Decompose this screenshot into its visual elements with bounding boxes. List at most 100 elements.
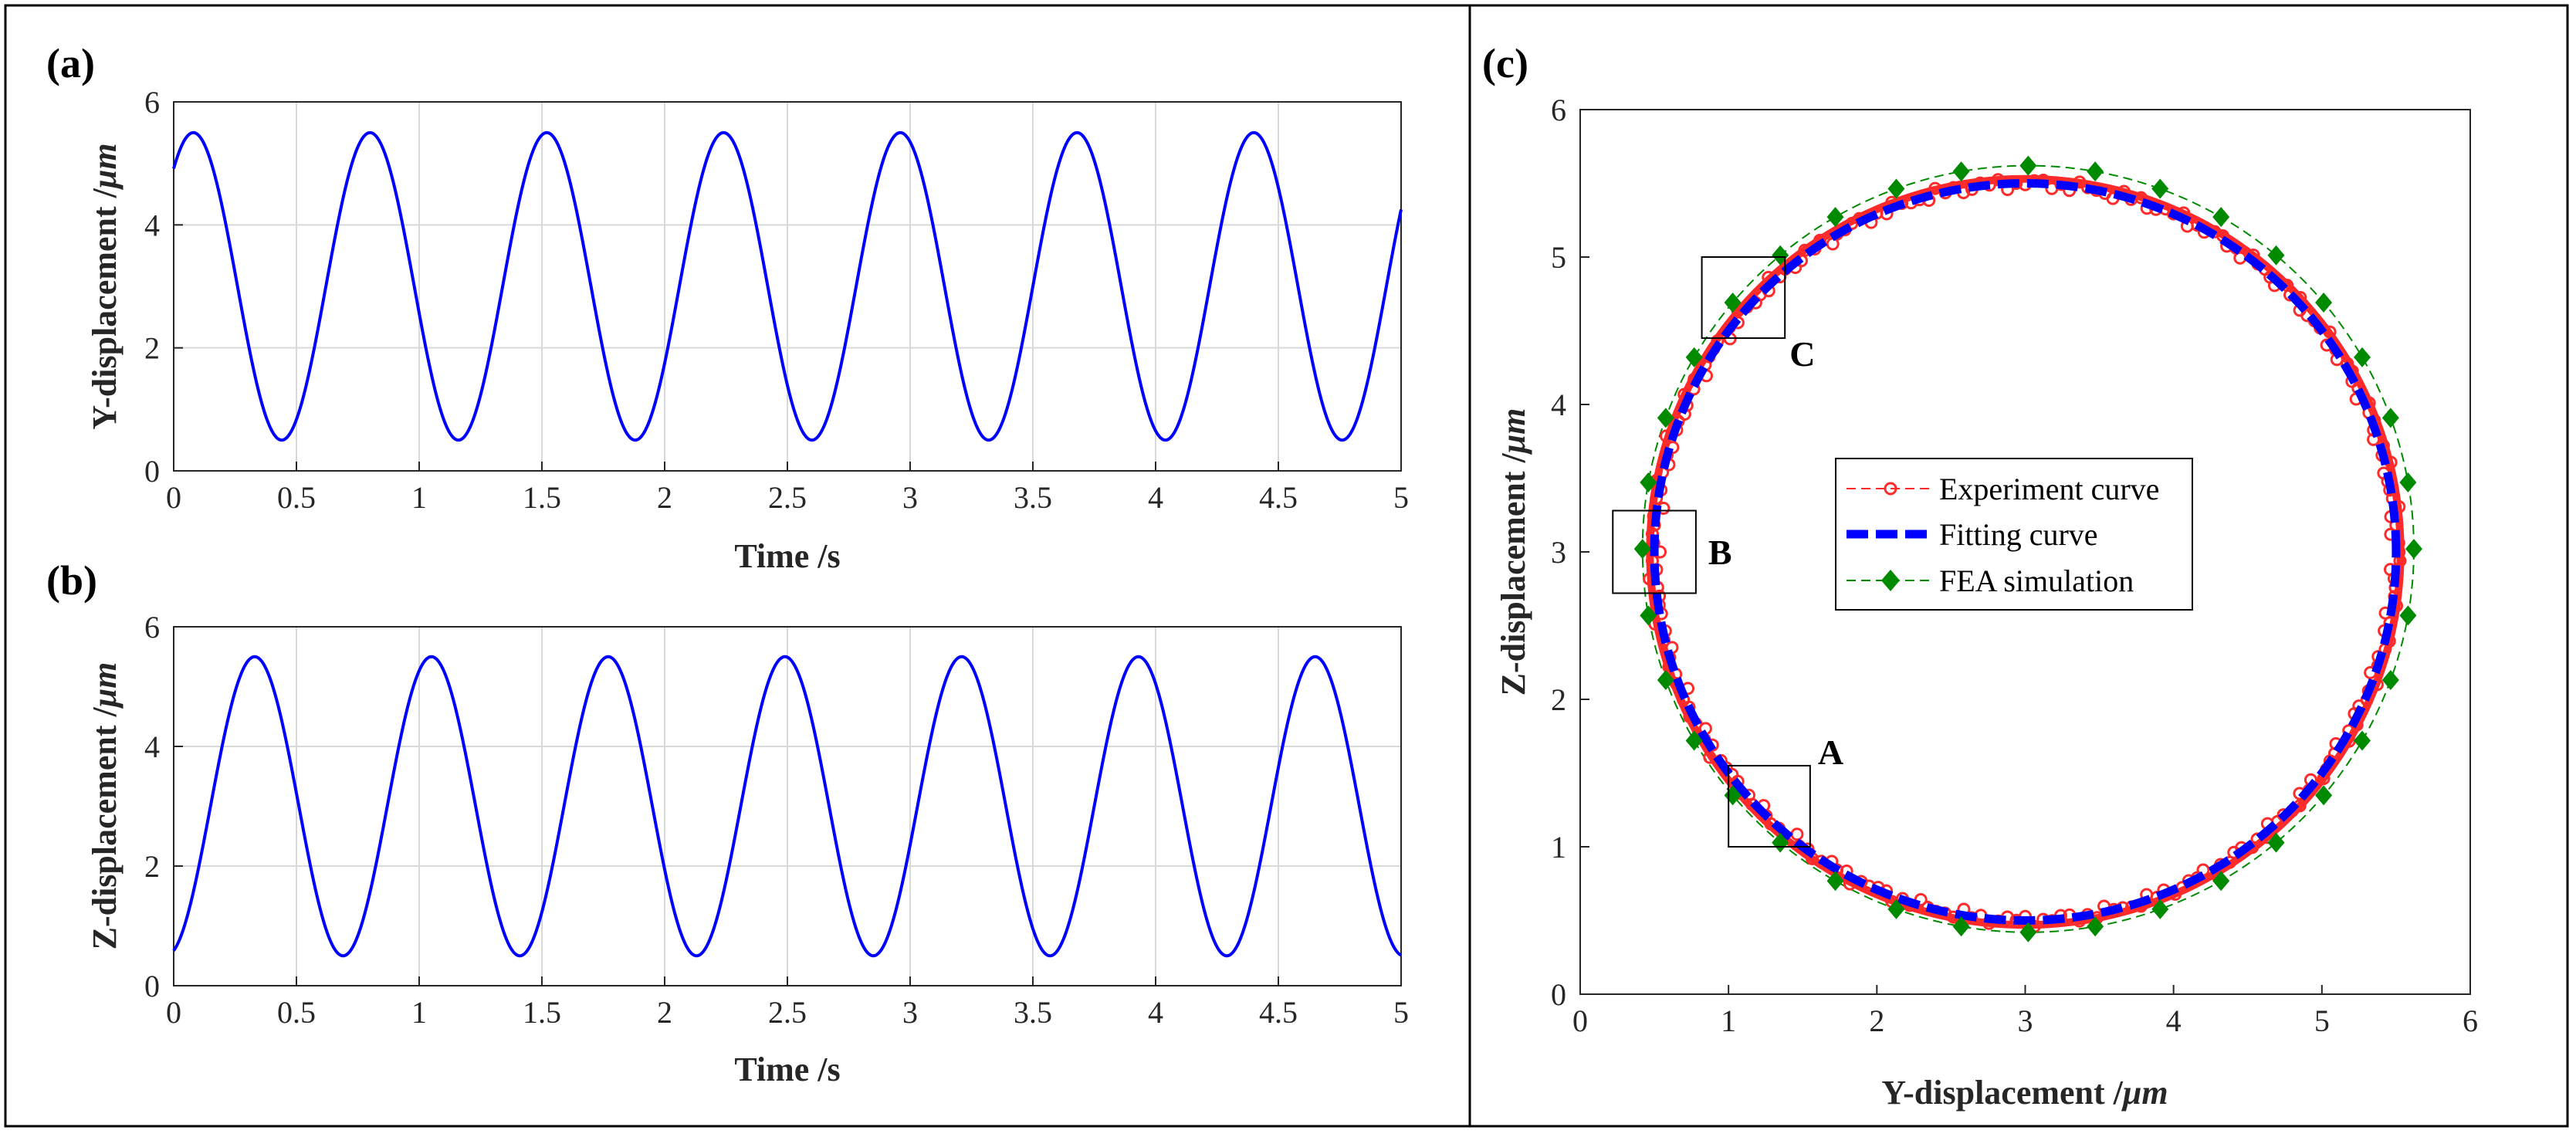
chart-a-grid bbox=[174, 102, 1401, 471]
fea-marker bbox=[2354, 347, 2371, 367]
y-tick-label: 6 bbox=[1551, 93, 1566, 127]
chart-c-curves bbox=[1633, 155, 2422, 942]
y-tick-label: 4 bbox=[1551, 387, 1566, 422]
experiment-marker bbox=[1826, 237, 1840, 251]
fea-marker bbox=[1657, 408, 1674, 428]
y-tick-label: 0 bbox=[1551, 977, 1566, 1012]
fea-marker bbox=[2399, 472, 2417, 492]
y-tick-label: 3 bbox=[1551, 535, 1566, 570]
fea-marker bbox=[2019, 155, 2037, 176]
fea-marker bbox=[2087, 916, 2104, 937]
fea-marker bbox=[2019, 922, 2037, 942]
fea-marker bbox=[1826, 871, 1844, 892]
chart-a-ylabel: Y-displacement /μm bbox=[86, 143, 124, 429]
x-tick-label: 2.5 bbox=[768, 480, 807, 515]
chart-c-ylabel-text: Z-displacement / bbox=[1494, 453, 1532, 696]
x-tick-label: 5 bbox=[1393, 995, 1409, 1030]
fea-marker bbox=[1685, 730, 1703, 751]
fea-marker bbox=[1640, 605, 1657, 626]
chart-c-z-vs-y-displacement: 0 1 2 3 4 5 6 0 1 2 3 4 5 6 A B C Experiment curve Fitt… bbox=[1494, 93, 2478, 1112]
chart-c-xlabel: Y-displacement /μm bbox=[1881, 1074, 2168, 1112]
fea-marker bbox=[1657, 670, 1674, 691]
fea-marker bbox=[1685, 347, 1703, 367]
y-tick-label: 4 bbox=[144, 729, 160, 764]
y-tick-label: 2 bbox=[144, 849, 160, 884]
chart-a-series-line bbox=[172, 130, 1403, 442]
fea-marker bbox=[1772, 832, 1789, 853]
chart-c-xlabel-unit: μm bbox=[2121, 1074, 2168, 1112]
fea-marker bbox=[1640, 472, 1657, 492]
panel-label-a: (a) bbox=[46, 40, 95, 86]
x-tick-label: 4 bbox=[2166, 1003, 2182, 1038]
fea-marker bbox=[2315, 292, 2333, 313]
chart-b-xlabel: Time /s bbox=[734, 1051, 840, 1088]
x-tick-label: 2.5 bbox=[768, 995, 807, 1030]
legend-item-fitting: Fitting curve bbox=[1847, 517, 2098, 552]
experiment-curve-line bbox=[1646, 174, 2405, 929]
fitting-curve-line bbox=[1650, 178, 2401, 926]
y-tick-label: 2 bbox=[1551, 682, 1566, 717]
x-tick-label: 4.5 bbox=[1259, 480, 1298, 515]
y-tick-label: 2 bbox=[144, 331, 160, 366]
x-tick-label: 4 bbox=[1148, 995, 1163, 1030]
fea-marker bbox=[2151, 898, 2169, 919]
chart-a-xlabel: Time /s bbox=[734, 537, 840, 575]
x-tick-label: 2 bbox=[657, 995, 672, 1030]
fea-marker bbox=[1826, 207, 1844, 228]
legend-item-experiment: Experiment curve bbox=[1847, 472, 2159, 506]
fea-marker bbox=[2151, 178, 2169, 199]
panel-label-c: (c) bbox=[1482, 40, 1528, 86]
fea-marker bbox=[2267, 832, 2285, 853]
fea-marker bbox=[2405, 539, 2422, 560]
chart-a-ylabel-unit: μm bbox=[86, 143, 124, 190]
x-tick-label: 1 bbox=[411, 995, 427, 1030]
region-box-b bbox=[1612, 509, 1697, 594]
fea-marker bbox=[2399, 605, 2417, 626]
y-tick-label: 0 bbox=[144, 454, 160, 489]
y-tick-label: 6 bbox=[144, 85, 160, 120]
x-tick-label: 0.5 bbox=[277, 480, 316, 515]
fea-marker bbox=[2381, 408, 2399, 428]
legend-label-fea: FEA simulation bbox=[1939, 563, 2134, 598]
fea-marker bbox=[1952, 916, 1970, 937]
experiment-marker bbox=[1790, 827, 1804, 841]
region-label-b: B bbox=[1708, 533, 1732, 572]
x-tick-label: 3.5 bbox=[1014, 480, 1052, 515]
fea-marker bbox=[2212, 871, 2230, 892]
y-tick-label: 4 bbox=[144, 208, 160, 242]
chart-a-y-displacement-vs-time: 0 0.5 1 1.5 2 2.5 3 3.5 4 4.5 5 0 2 4 6 Time /s Y-disp… bbox=[86, 85, 1409, 575]
chart-a-ylabel-text: Y-displacement / bbox=[86, 188, 124, 429]
chart-b-ylabel-unit: μm bbox=[86, 662, 124, 709]
x-tick-label: 0 bbox=[1572, 1003, 1588, 1038]
region-box-a bbox=[1728, 764, 1811, 848]
chart-c-tick-labels: 0 1 2 3 4 5 6 0 1 2 3 4 5 6 bbox=[1551, 93, 2478, 1038]
fea-marker bbox=[2087, 161, 2104, 182]
chart-b-tick-labels: 0 0.5 1 1.5 2 2.5 3 3.5 4 4.5 5 0 2 4 6 bbox=[144, 610, 1409, 1030]
x-tick-label: 1.5 bbox=[523, 480, 561, 515]
x-tick-label: 1 bbox=[411, 480, 427, 515]
chart-c-ylabel: Z-displacement /μm bbox=[1494, 408, 1532, 696]
x-tick-label: 1.5 bbox=[523, 995, 561, 1030]
chart-b-ylabel-text: Z-displacement / bbox=[86, 707, 124, 950]
fea-marker bbox=[2354, 730, 2371, 751]
y-tick-label: 1 bbox=[1551, 830, 1566, 865]
region-label-c: C bbox=[1789, 334, 1815, 374]
x-tick-label: 3.5 bbox=[1014, 995, 1052, 1030]
x-tick-label: 1 bbox=[1721, 1003, 1736, 1038]
chart-b-z-displacement-vs-time: 0 0.5 1 1.5 2 2.5 3 3.5 4 4.5 5 0 2 4 6 Time /s Z-disp… bbox=[86, 610, 1409, 1088]
x-tick-label: 3 bbox=[902, 480, 918, 515]
chart-c-ylabel-unit: μm bbox=[1494, 408, 1532, 455]
legend-swatch-fea-marker bbox=[1881, 570, 1900, 591]
fea-marker bbox=[1887, 178, 1905, 199]
chart-c-regions: A B C bbox=[1612, 256, 1843, 848]
x-tick-label: 4 bbox=[1148, 480, 1163, 515]
y-tick-label: 5 bbox=[1551, 240, 1566, 275]
x-tick-label: 6 bbox=[2463, 1003, 2478, 1038]
x-tick-label: 3 bbox=[2018, 1003, 2033, 1038]
x-tick-label: 2 bbox=[657, 480, 672, 515]
fea-marker bbox=[1887, 898, 1905, 919]
chart-a-tick-labels: 0 0.5 1 1.5 2 2.5 3 3.5 4 4.5 5 0 2 4 6 bbox=[144, 85, 1409, 515]
legend-swatch-experiment-marker bbox=[1884, 482, 1897, 496]
x-tick-label: 5 bbox=[2314, 1003, 2330, 1038]
